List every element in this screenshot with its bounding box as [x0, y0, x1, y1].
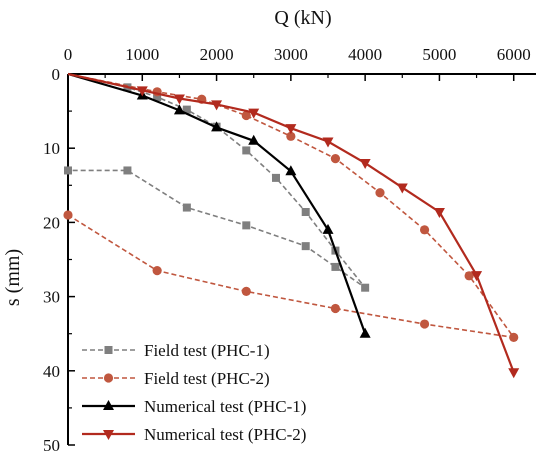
y-tick-label: 30	[43, 288, 60, 307]
data-point	[433, 208, 445, 219]
legend-marker	[103, 373, 114, 383]
data-point	[322, 137, 334, 148]
data-point	[359, 327, 371, 338]
y-tick-label: 10	[43, 139, 60, 158]
legend-label: Numerical test (PHC-1)	[144, 397, 306, 416]
data-point	[242, 146, 251, 155]
data-point	[272, 173, 280, 182]
data-point	[182, 203, 191, 212]
data-point	[211, 121, 223, 132]
data-point	[361, 283, 370, 292]
data-point	[509, 332, 519, 343]
series-line	[67, 73, 366, 289]
x-tick-label: 3000	[274, 45, 308, 64]
legend-label: Field test (PHC-1)	[144, 341, 270, 360]
data-point	[64, 166, 72, 175]
x-tick-label: 1000	[125, 45, 159, 64]
data-point	[301, 242, 310, 251]
data-point	[359, 159, 371, 170]
data-point	[63, 210, 73, 220]
x-axis-label: Q (kN)	[274, 7, 331, 29]
y-axis-ticks: 0 10 20 30 40 50	[43, 65, 75, 455]
data-point	[285, 165, 297, 176]
x-axis-ticks: 0 1000 2000 3000 4000 5000 6000	[64, 45, 531, 81]
series-2	[63, 73, 519, 343]
data-point	[241, 110, 251, 121]
series-line	[67, 72, 515, 373]
legend-marker	[104, 346, 113, 354]
legend-item: Field test (PHC-2)	[82, 369, 270, 388]
data-point	[508, 368, 520, 379]
legend-marker	[103, 430, 114, 440]
data-point	[419, 225, 430, 235]
data-point	[123, 166, 132, 175]
series-line	[67, 72, 367, 335]
data-point	[331, 262, 340, 271]
legend: Field test (PHC-1) Field test (PHC-2) Nume…	[82, 341, 306, 444]
x-tick-label: 6000	[497, 45, 531, 64]
legend-label: Field test (PHC-2)	[144, 369, 270, 388]
series-line	[67, 73, 516, 339]
x-tick-label: 4000	[348, 45, 382, 64]
axes: 0 1000 2000 3000 4000 5000 6000 0 10 20 30 40 50 Q …	[2, 7, 536, 455]
x-tick-label: 0	[64, 45, 73, 64]
y-tick-label: 50	[43, 436, 60, 455]
y-tick-label: 40	[43, 362, 60, 381]
data-point	[375, 188, 385, 198]
y-axis-label: s (mm)	[2, 249, 24, 306]
x-tick-label: 2000	[200, 45, 234, 64]
data-point	[419, 319, 430, 329]
data-point	[286, 131, 296, 141]
data-point	[211, 100, 223, 111]
data-point	[464, 271, 474, 281]
y-tick-label: 0	[52, 65, 61, 84]
legend-label: Numerical test (PHC-2)	[144, 425, 306, 444]
data-point	[471, 271, 483, 282]
data-point	[182, 105, 191, 114]
plot-area	[63, 72, 520, 379]
x-tick-label: 5000	[422, 45, 456, 64]
data-point	[248, 108, 260, 119]
series-3	[67, 72, 371, 338]
data-point	[153, 93, 162, 102]
data-point	[173, 104, 185, 115]
legend-marker	[103, 400, 114, 410]
legend-item: Numerical test (PHC-1)	[82, 397, 306, 416]
series-4	[67, 72, 520, 379]
data-point	[330, 153, 341, 164]
data-point	[241, 286, 251, 297]
legend-item: Numerical test (PHC-2)	[82, 425, 306, 444]
data-point	[173, 94, 185, 105]
data-point	[301, 208, 310, 217]
data-point	[322, 223, 334, 234]
data-point	[330, 303, 341, 314]
data-point	[152, 266, 162, 276]
legend-item: Field test (PHC-1)	[82, 341, 270, 360]
data-point	[396, 183, 408, 194]
data-point	[285, 124, 297, 135]
y-tick-label: 20	[43, 213, 60, 232]
data-point	[248, 134, 260, 145]
data-point	[242, 221, 251, 230]
data-point	[136, 86, 148, 97]
